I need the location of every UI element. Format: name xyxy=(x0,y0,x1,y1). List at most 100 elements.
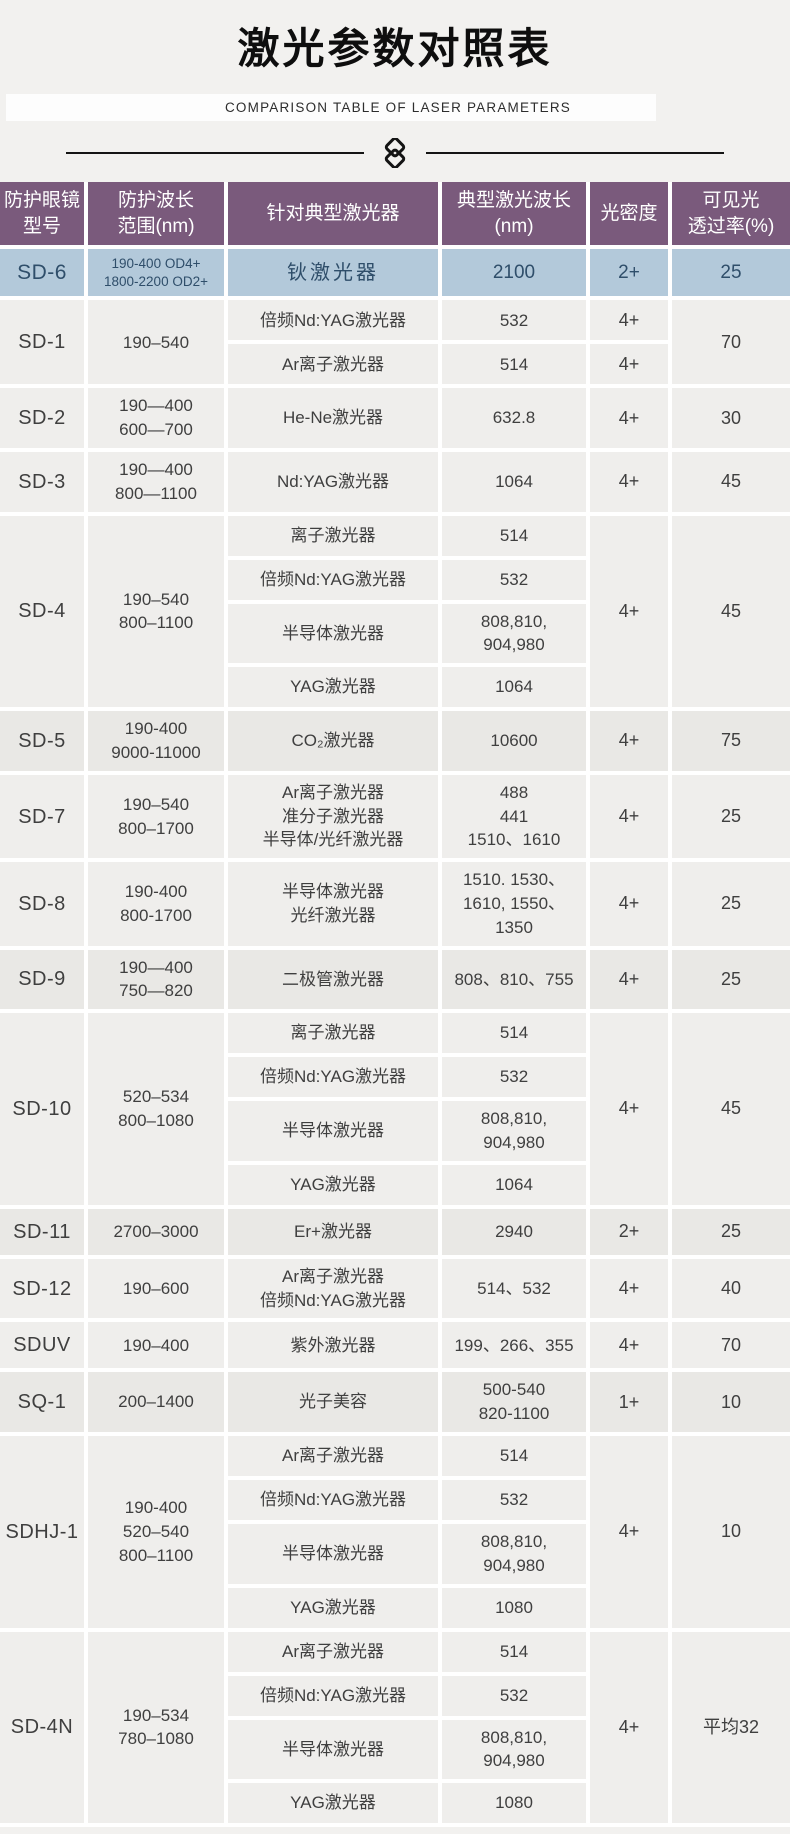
laser-cell: YAG激光器 xyxy=(228,1164,438,1205)
wavelength-cell: 808、810、755 xyxy=(442,949,586,1010)
laser-cell: Ar离子激光器 xyxy=(228,1631,438,1672)
laser-cell: 离子激光器 xyxy=(228,515,438,556)
range-cell: 190—400 750—820 xyxy=(88,949,224,1010)
wavelength-cell: 532 xyxy=(442,1057,586,1098)
wavelength-cell: 514、532 xyxy=(442,1258,586,1319)
wavelength-cell: 532 xyxy=(442,559,586,600)
table-row-SD-9: SD-9 190—400 750—820 二极管激光器 808、810、755 4+ 25 xyxy=(0,949,790,1010)
laser-cell: 半导体激光器 xyxy=(228,1719,438,1780)
model-cell: SD-5 xyxy=(0,711,84,771)
laser-cell: 二极管激光器 xyxy=(228,949,438,1010)
wavelength-cell: 532 xyxy=(442,300,586,341)
model-cell: SD-4N xyxy=(0,1631,84,1824)
od-cell: 4+ xyxy=(590,344,668,385)
table-row-SDUV: SDUV 190–400 紫外激光器 199、266、355 4+ 70 xyxy=(0,1322,790,1369)
wavelength-cell: 1064 xyxy=(442,452,586,512)
header-cell-3: 典型激光波长 (nm) xyxy=(442,182,586,246)
model-cell: SD-10 xyxy=(0,1013,84,1205)
range-cell: 190-400 800-1700 xyxy=(88,862,224,946)
wavelength-cell: 2940 xyxy=(442,1208,586,1255)
range-cell: 190-400 520–540 800–1100 xyxy=(88,1436,224,1628)
transmittance-cell: 45 xyxy=(672,1013,790,1205)
range-cell: 190-400 9000-11000 xyxy=(88,711,224,771)
model-cell: SD-3 xyxy=(0,452,84,512)
laser-cell: 光子美容 xyxy=(228,1372,438,1433)
page-subtitle: COMPARISON TABLE OF LASER PARAMETERS xyxy=(224,100,571,116)
transmittance-cell: 70 xyxy=(672,1322,790,1369)
divider xyxy=(0,138,790,169)
table-row-SQ-1: SQ-1 200–1400 光子美容 500-540 820-1100 1+ 10 xyxy=(0,1372,790,1433)
laser-cell: YAG激光器 xyxy=(228,1587,438,1628)
table-row-SD-1: SD-1 190–540 倍频Nd:YAG激光器 532 4+ Ar离子激光器 514 4+ 7… xyxy=(0,300,790,385)
transmittance-cell: 40 xyxy=(672,1258,790,1319)
laser-cell: 半导体激光器 光纤激光器 xyxy=(228,862,438,946)
page-header: 激光参数对照表 COMPARISON TABLE OF LASER PARAME… xyxy=(0,0,790,169)
table-row-SD-5: SD-5 190-400 9000-11000 CO₂激光器 10600 4+ 75 xyxy=(0,711,790,771)
od-cell: 2+ xyxy=(590,1208,668,1255)
transmittance-cell: 平均32 xyxy=(672,1631,790,1824)
laser-cell: Ar离子激光器 倍频Nd:YAG激光器 xyxy=(228,1258,438,1319)
wavelength-cell: 514 xyxy=(442,1013,586,1054)
subtitle-band: COMPARISON TABLE OF LASER PARAMETERS xyxy=(6,94,656,122)
model-cell: SD-12 xyxy=(0,1258,84,1319)
transmittance-cell: 25 xyxy=(672,949,790,1010)
laser-cell: CO₂激光器 xyxy=(228,711,438,771)
range-cell: 520–534 800–1080 xyxy=(88,1013,224,1205)
divider-line-right xyxy=(426,152,724,155)
od-cell: 4+ xyxy=(590,862,668,946)
laser-cell: 半导体激光器 xyxy=(228,1524,438,1584)
laser-cell: He-Ne激光器 xyxy=(228,388,438,449)
table-row-SD-7: SD-7 190–540 800–1700 Ar离子激光器 准分子激光器 半导体/光纤激光… xyxy=(0,774,790,859)
model-cell: SD-11 xyxy=(0,1208,84,1255)
wavelength-cell: 1064 xyxy=(442,667,586,708)
transmittance-cell: 70 xyxy=(672,300,790,385)
wavelength-cell: 10600 xyxy=(442,711,586,771)
wavelength-cell: 632.8 xyxy=(442,388,586,449)
od-cell: 4+ xyxy=(590,1258,668,1319)
wavelength-cell: 514 xyxy=(442,515,586,556)
table-row-SD-8: SD-8 190-400 800-1700 半导体激光器 光纤激光器 1510. 1530… xyxy=(0,862,790,946)
od-cell: 4+ xyxy=(590,300,668,341)
laser-cell: Ar离子激光器 xyxy=(228,1436,438,1477)
laser-cell: 倍频Nd:YAG激光器 xyxy=(228,1675,438,1716)
wavelength-cell: 1510. 1530、 1610, 1550、 1350 xyxy=(442,862,586,946)
table-row-SDHJ-1: SDHJ-1 190-400 520–540 800–1100 Ar离子激光器 514 倍频… xyxy=(0,1436,790,1628)
od-cell: 4+ xyxy=(590,949,668,1010)
od-cell: 4+ xyxy=(590,711,668,771)
model-cell: SQ-1 xyxy=(0,1372,84,1433)
model-cell: SD-1 xyxy=(0,300,84,385)
table-row-SD-11: SD-11 2700–3000 Er+激光器 2940 2+ 25 xyxy=(0,1208,790,1255)
table-row-SD-6: SD-6 190-400 OD4+ 1800-2200 OD2+ 钬激光器 2100 2+… xyxy=(0,249,790,297)
od-cell: 4+ xyxy=(590,1013,668,1205)
model-cell: SD-4 xyxy=(0,515,84,708)
header-cell-2: 针对典型激光器 xyxy=(228,182,438,246)
table-row-SD-4N: SD-4N 190–534 780–1080 Ar离子激光器 514 倍频Nd:YAG激光… xyxy=(0,1631,790,1824)
divider-line-left xyxy=(66,152,364,155)
wavelength-cell: 808,810, 904,980 xyxy=(442,1524,586,1584)
od-cell: 4+ xyxy=(590,388,668,449)
od-cell: 4+ xyxy=(590,1322,668,1369)
interlocked-squares-icon xyxy=(380,138,410,169)
model-cell: SD-7 xyxy=(0,774,84,859)
laser-cell: YAG激光器 xyxy=(228,1783,438,1824)
laser-cell: YAG激光器 xyxy=(228,667,438,708)
wavelength-cell: 808,810, 904,980 xyxy=(442,1101,586,1161)
table-header: 防护眼镜 型号 防护波长 范围(nm) 针对典型激光器 典型激光波长 (nm) 光密度 可见光透… xyxy=(0,182,790,246)
range-cell: 2700–3000 xyxy=(88,1208,224,1255)
laser-cell: Nd:YAG激光器 xyxy=(228,452,438,512)
wavelength-cell: 532 xyxy=(442,1480,586,1521)
range-cell: 200–1400 xyxy=(88,1372,224,1433)
model-cell: SDUV xyxy=(0,1322,84,1369)
wavelength-cell: 532 xyxy=(442,1675,586,1716)
od-cell: 4+ xyxy=(590,1436,668,1628)
range-cell: 190–540 800–1100 xyxy=(88,515,224,708)
wavelength-cell: 514 xyxy=(442,344,586,385)
laser-cell: 倍频Nd:YAG激光器 xyxy=(228,1057,438,1098)
transmittance-cell: 10 xyxy=(672,1372,790,1433)
od-cell: 4+ xyxy=(590,774,668,859)
range-cell: 190—400 600—700 xyxy=(88,388,224,449)
wavelength-cell: 1080 xyxy=(442,1783,586,1824)
range-cell: 190–400 xyxy=(88,1322,224,1369)
wavelength-cell: 514 xyxy=(442,1631,586,1672)
